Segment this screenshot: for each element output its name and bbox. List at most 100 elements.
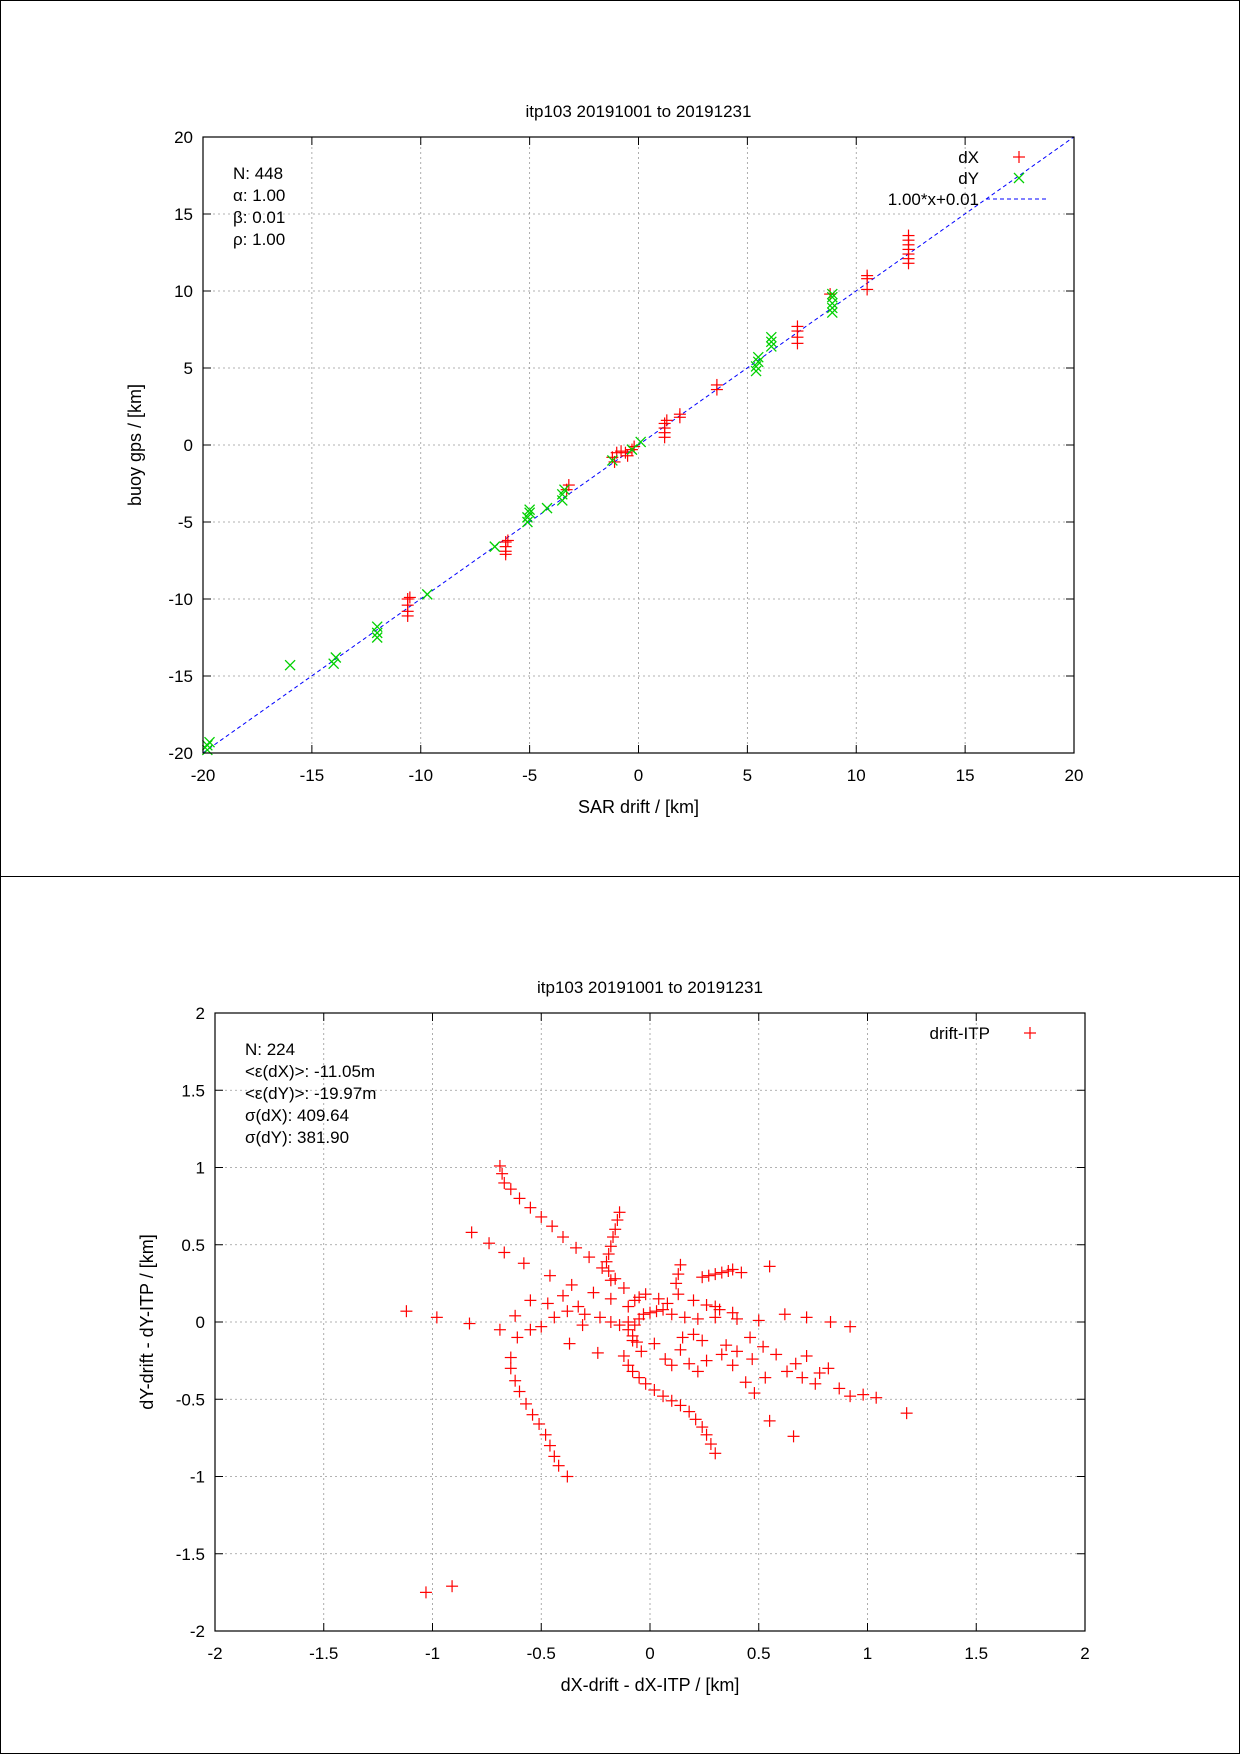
x-tick-label: 1.5 (964, 1644, 988, 1663)
data-point (493, 1323, 506, 1336)
data-point (735, 1266, 748, 1279)
data-point (602, 1265, 615, 1278)
data-point (750, 365, 762, 377)
data-point (665, 1308, 678, 1321)
data-point (570, 1241, 583, 1254)
y-tick-label: -10 (168, 590, 193, 609)
data-point (626, 444, 638, 456)
y-tick-label: 0 (196, 1313, 205, 1332)
data-point (696, 1421, 709, 1434)
data-point (559, 484, 570, 496)
data-point (607, 1231, 620, 1244)
data-point (720, 1339, 733, 1352)
data-point (622, 1300, 635, 1313)
y-tick-label: 0 (184, 436, 193, 455)
y-tick-label: -2 (190, 1622, 205, 1641)
data-point (691, 1312, 704, 1325)
data-point (521, 516, 533, 528)
data-point (757, 1340, 770, 1353)
stats-line: N: 448 (233, 164, 283, 183)
data-point (709, 1268, 722, 1281)
data-point (778, 1308, 791, 1321)
data-point (552, 1459, 565, 1472)
data-point (813, 1366, 826, 1379)
data-point (683, 1357, 696, 1370)
x-tick-label: -20 (191, 766, 216, 785)
data-point (501, 534, 514, 547)
data-point (748, 1387, 761, 1400)
data-point (672, 1288, 685, 1301)
data-point (493, 1159, 506, 1172)
x-tick-label: -5 (522, 766, 537, 785)
data-point (689, 1413, 702, 1426)
x-tick-label: -2 (207, 1644, 222, 1663)
y-tick-label: -0.5 (176, 1390, 205, 1409)
data-point (709, 1300, 722, 1313)
data-point (673, 408, 686, 421)
data-point (535, 1320, 548, 1333)
data-point (726, 1263, 739, 1276)
data-point (700, 1299, 713, 1312)
data-point (572, 1300, 585, 1313)
data-point (800, 1349, 813, 1362)
data-point (593, 1311, 606, 1324)
data-point (726, 1359, 739, 1372)
data-point (421, 588, 433, 600)
data-point (826, 288, 838, 300)
data-point (678, 1311, 691, 1324)
y-tick-label: -5 (178, 513, 193, 532)
data-point (765, 336, 777, 348)
data-point (709, 1447, 722, 1460)
data-point (328, 658, 340, 670)
data-point (498, 1246, 511, 1259)
y-tick-label: -20 (168, 744, 193, 763)
data-point (870, 1391, 883, 1404)
data-point (541, 502, 553, 514)
data-point (731, 1312, 743, 1325)
chart-title: itp103 20191001 to 20191231 (537, 978, 763, 997)
data-point (674, 1343, 687, 1356)
data-point (617, 1349, 630, 1362)
data-point (787, 1430, 800, 1443)
data-point (626, 1334, 639, 1347)
y-tick-label: -1 (190, 1468, 205, 1487)
data-point (576, 1319, 589, 1332)
data-point (626, 1365, 639, 1378)
data-point (696, 1334, 709, 1347)
data-point (715, 1266, 728, 1279)
data-point (604, 1292, 617, 1305)
legend-label: dY (958, 169, 979, 188)
data-point (400, 1305, 413, 1318)
data-point (583, 1251, 596, 1264)
data-point (674, 1258, 687, 1271)
y-tick-label: 15 (174, 205, 193, 224)
data-point (659, 1353, 672, 1366)
data-point (465, 1226, 478, 1239)
data-point (204, 736, 215, 748)
data-point (791, 320, 804, 333)
data-point (900, 1407, 913, 1420)
data-point (650, 1305, 663, 1318)
x-tick-label: 1 (863, 1644, 872, 1663)
data-point (687, 1294, 700, 1307)
x-axis-label: dX-drift - dX-ITP / [km] (561, 1675, 740, 1695)
data-point (524, 1294, 537, 1307)
data-point (604, 1316, 617, 1328)
data-point (561, 1470, 574, 1483)
data-point (644, 1306, 656, 1319)
data-point (284, 659, 296, 671)
data-point (715, 1348, 728, 1361)
data-point (543, 1439, 556, 1452)
data-point (700, 1354, 713, 1367)
data-point (533, 1417, 546, 1430)
stats-line: α: 1.00 (233, 186, 285, 205)
data-point (789, 1357, 802, 1370)
data-point (371, 621, 383, 633)
data-point (524, 1323, 537, 1336)
data-point (628, 1319, 641, 1332)
data-point (687, 1328, 700, 1341)
series-dY (201, 288, 838, 756)
data-point (658, 417, 671, 430)
data-point (752, 356, 764, 368)
legend-marker (1013, 172, 1025, 184)
